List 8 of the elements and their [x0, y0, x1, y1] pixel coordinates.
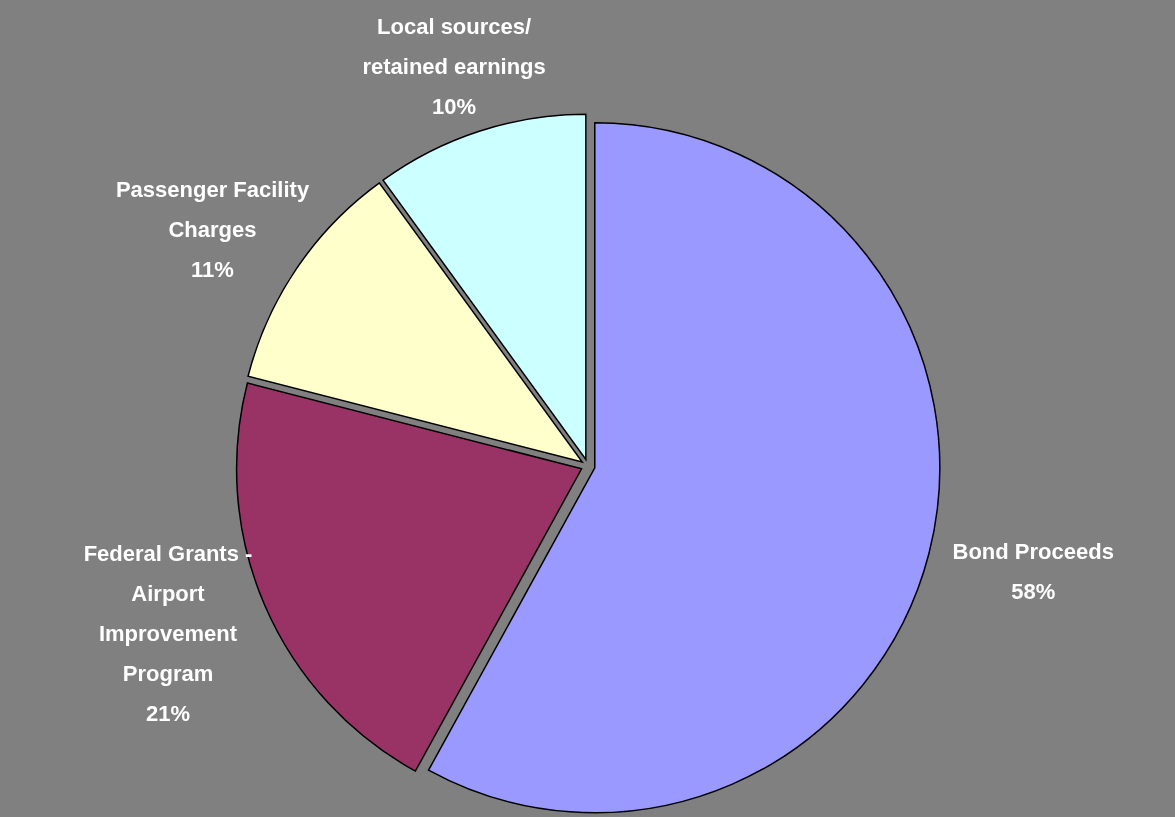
- data-label: 11%: [191, 257, 234, 283]
- data-label: 58%: [1011, 578, 1056, 604]
- slice-label: Federal Grants - Airport Improvement Program: [83, 541, 253, 687]
- slice-label: Passenger Facility Charges: [115, 177, 310, 243]
- slice-label: Local sources/ retained earnings: [362, 13, 546, 79]
- data-label: 10%: [432, 93, 477, 119]
- slice-label: Bond Proceeds: [952, 538, 1114, 564]
- data-label: 21%: [146, 701, 191, 727]
